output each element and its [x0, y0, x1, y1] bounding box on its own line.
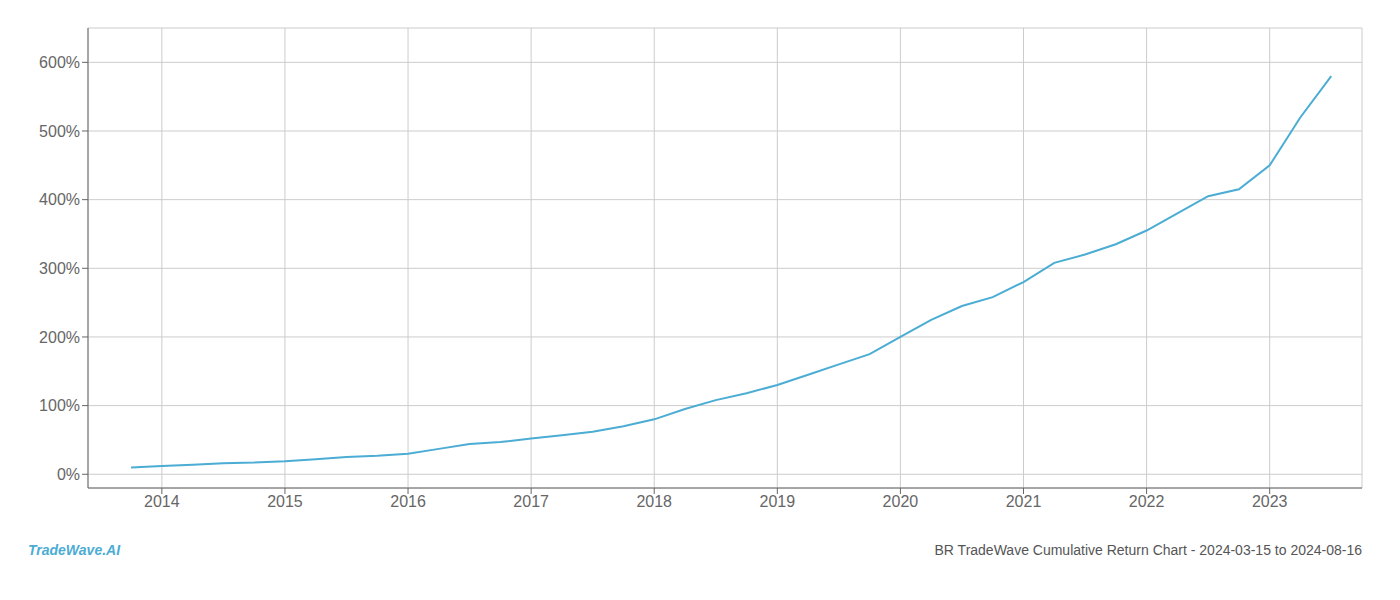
- svg-text:2022: 2022: [1129, 493, 1165, 510]
- svg-text:200%: 200%: [39, 329, 80, 346]
- svg-text:2015: 2015: [267, 493, 303, 510]
- svg-text:600%: 600%: [39, 54, 80, 71]
- svg-text:100%: 100%: [39, 397, 80, 414]
- svg-text:2023: 2023: [1252, 493, 1288, 510]
- svg-text:300%: 300%: [39, 260, 80, 277]
- svg-text:500%: 500%: [39, 123, 80, 140]
- svg-text:2018: 2018: [636, 493, 672, 510]
- svg-text:2019: 2019: [760, 493, 796, 510]
- svg-text:2020: 2020: [883, 493, 919, 510]
- svg-text:2017: 2017: [513, 493, 549, 510]
- html-text:BR TradeWave Cumulative Return: BR TradeWave Cumulative Return Chart - 2…: [934, 542, 1362, 558]
- svg-text:400%: 400%: [39, 191, 80, 208]
- svg-text:2021: 2021: [1006, 493, 1042, 510]
- svg-text:2016: 2016: [390, 493, 426, 510]
- svg-text:2014: 2014: [144, 493, 180, 510]
- svg-text:0%: 0%: [57, 466, 80, 483]
- html-text:TradeWave.AI: TradeWave.AI: [28, 542, 121, 558]
